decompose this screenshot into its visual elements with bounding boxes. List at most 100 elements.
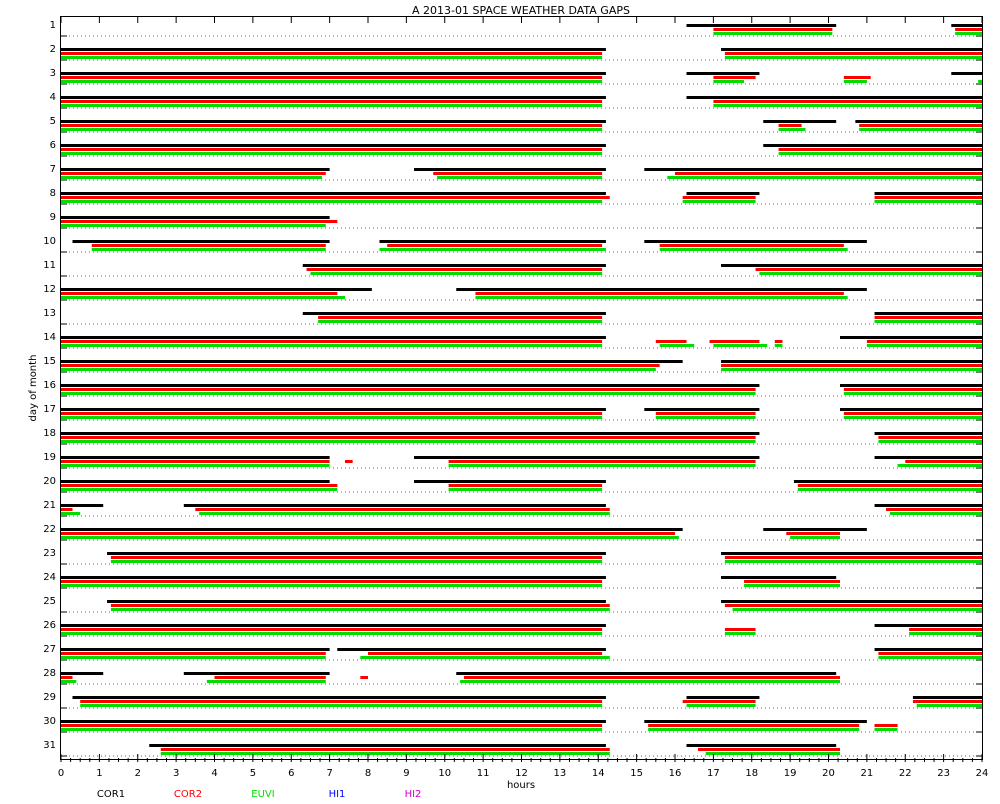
gap-bar-euvi [61, 680, 77, 683]
x-tick-label: 4 [211, 768, 217, 779]
legend-item-hi1: HI1 [329, 789, 346, 800]
gap-bar-euvi [916, 704, 982, 707]
gap-bar-cor2 [843, 412, 982, 415]
gap-bar-cor2 [774, 340, 783, 343]
gap-bar-cor2 [698, 748, 841, 751]
gap-bar-cor2 [61, 724, 603, 727]
gap-bar-cor1 [414, 480, 606, 483]
gap-bar-euvi [744, 584, 841, 587]
x-tick-label: 14 [592, 768, 605, 779]
gap-bar-cor2 [905, 460, 982, 463]
gap-bar-euvi [705, 752, 841, 755]
gap-bar-cor1 [644, 240, 867, 243]
gap-bar-cor2 [61, 148, 603, 151]
gap-bar-cor1 [61, 216, 330, 219]
gap-bar-euvi [843, 392, 982, 395]
gap-bar-cor2 [344, 460, 353, 463]
gap-bar-euvi [61, 344, 603, 347]
y-tick-label: 22 [43, 524, 56, 535]
gap-bar-cor1 [61, 408, 606, 411]
gap-bar-cor2 [874, 316, 982, 319]
gap-bar-euvi [80, 704, 603, 707]
gap-bar-cor1 [61, 576, 606, 579]
gap-bar-cor2 [463, 676, 841, 679]
gap-bar-cor1 [763, 144, 982, 147]
x-tick-label: 6 [288, 768, 294, 779]
x-tick-label: 11 [477, 768, 490, 779]
x-tick-label: 3 [173, 768, 179, 779]
gap-bar-euvi [448, 488, 603, 491]
gap-bar-euvi [61, 440, 756, 443]
gap-bar-euvi [713, 104, 982, 107]
gap-bar-cor1 [874, 432, 982, 435]
x-tick-label: 23 [937, 768, 950, 779]
y-axis-label: day of month [28, 355, 39, 422]
legend-item-cor1: COR1 [97, 789, 125, 800]
gap-bar-euvi [448, 464, 756, 467]
gap-bar-cor1 [840, 384, 982, 387]
gap-bar-euvi [61, 224, 326, 227]
gap-bar-cor1 [686, 192, 760, 195]
gap-bar-cor2 [713, 28, 833, 31]
gap-bar-cor1 [721, 360, 982, 363]
gap-bar-cor1 [874, 648, 982, 651]
x-tick-label: 9 [403, 768, 409, 779]
gap-bar-cor1 [107, 552, 606, 555]
gap-bar-cor2 [61, 124, 603, 127]
gap-bar-cor1 [61, 120, 606, 123]
y-tick-label: 17 [43, 404, 56, 415]
x-tick-label: 10 [438, 768, 451, 779]
gap-bar-cor2 [61, 436, 756, 439]
x-tick-label: 0 [58, 768, 64, 779]
gap-bar-euvi [61, 56, 603, 59]
gap-bar-cor2 [61, 340, 603, 343]
gap-bar-cor1 [61, 648, 330, 651]
gap-bar-cor2 [61, 292, 338, 295]
gap-bar-euvi [732, 608, 982, 611]
gap-bar-cor2 [755, 268, 982, 271]
y-tick-label: 12 [43, 284, 56, 295]
gap-bar-cor2 [955, 28, 982, 31]
y-tick-label: 13 [43, 308, 56, 319]
gap-bar-cor1 [874, 456, 982, 459]
y-tick-label: 28 [43, 668, 56, 679]
gap-bar-euvi [61, 728, 603, 731]
gap-bar-cor2 [843, 76, 871, 79]
gap-bar-cor2 [61, 388, 756, 391]
gap-bar-cor2 [61, 220, 338, 223]
gap-bar-cor1 [912, 696, 982, 699]
gap-bar-euvi [721, 368, 982, 371]
x-tick-label: 22 [899, 768, 912, 779]
x-tick-label: 7 [326, 768, 332, 779]
y-tick-label: 18 [43, 428, 56, 439]
x-tick-label: 2 [135, 768, 141, 779]
gap-bar-euvi [61, 368, 656, 371]
gap-bar-cor1 [61, 432, 760, 435]
gap-bar-cor2 [387, 244, 603, 247]
gap-bar-euvi [759, 272, 982, 275]
gap-bar-euvi [659, 344, 695, 347]
gap-bar-euvi [61, 296, 345, 299]
gap-bar-cor2 [655, 412, 756, 415]
gap-bar-cor2 [797, 484, 982, 487]
gap-bar-cor1 [379, 240, 606, 243]
gap-bar-euvi [61, 512, 81, 515]
gap-bar-cor2 [160, 748, 610, 751]
gap-bar-cor1 [61, 96, 606, 99]
gap-bar-cor2 [61, 412, 603, 415]
y-tick-label: 26 [43, 620, 56, 631]
gap-bar-euvi [655, 416, 756, 419]
y-tick-label: 3 [50, 68, 56, 79]
gap-bar-cor2 [306, 268, 603, 271]
gap-bar-cor2 [878, 652, 982, 655]
y-tick-label: 25 [43, 596, 56, 607]
gap-bar-euvi [874, 320, 982, 323]
gap-bar-cor2 [878, 436, 982, 439]
gap-bar-euvi [475, 296, 848, 299]
gap-bar-cor2 [866, 340, 982, 343]
gap-bar-cor2 [61, 676, 73, 679]
gap-bar-euvi [682, 200, 756, 203]
y-tick-label: 14 [43, 332, 56, 343]
legend-item-hi2: HI2 [405, 789, 422, 800]
x-tick-label: 17 [707, 768, 720, 779]
